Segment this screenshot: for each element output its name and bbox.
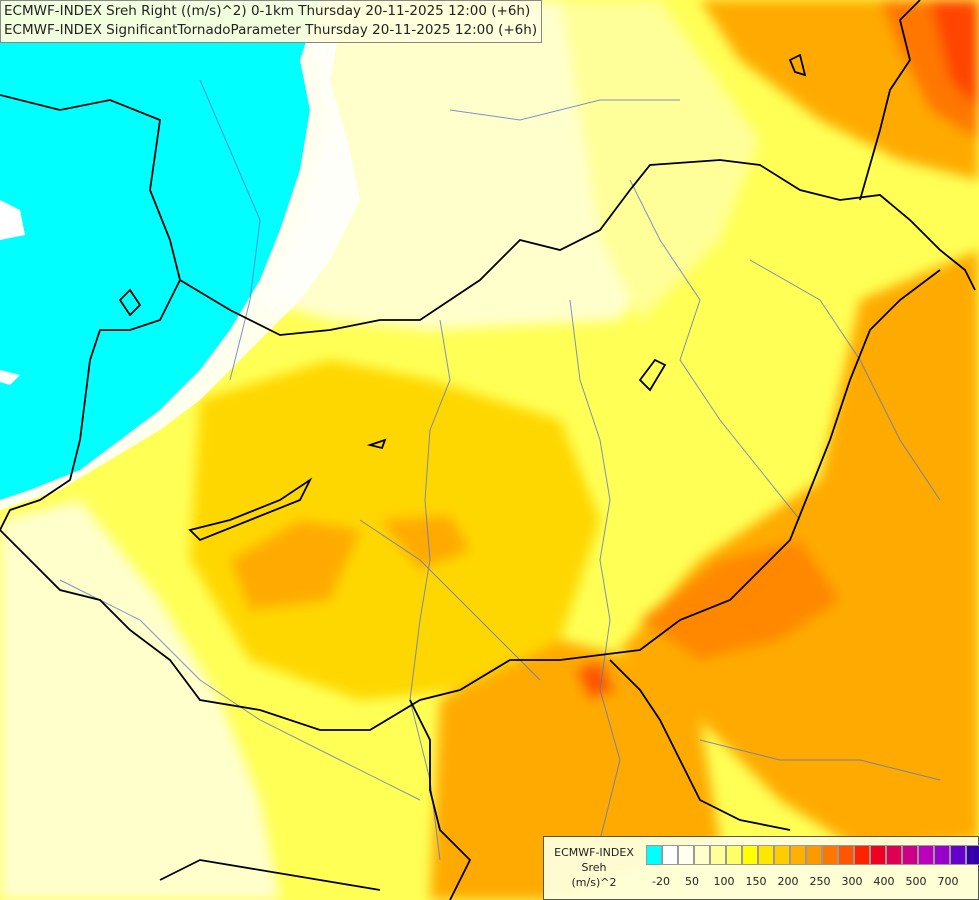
legend-swatch [758,845,774,865]
legend-swatch [822,845,838,865]
legend-swatch [790,845,806,865]
legend-swatch [902,845,918,865]
white-spot [0,200,25,240]
deep-orange-se [640,540,840,660]
legend-swatch [966,845,979,865]
legend-ticks: -20 50 100 150 200 250 300 400 500 700 [646,875,976,891]
legend-swatch [934,845,950,865]
legend-swatch [918,845,934,865]
orange-west-blob [230,520,360,610]
legend-tick-label: 500 [905,875,927,888]
legend-swatch [806,845,822,865]
cyan-region [0,0,320,500]
legend-tick-label: 400 [873,875,895,888]
legend-tick-label: 200 [777,875,799,888]
orange-central-blob [380,515,470,570]
legend-swatch [774,845,790,865]
legend-label-3: (m/s)^2 [571,876,617,889]
legend-swatch [886,845,902,865]
legend-swatch [742,845,758,865]
legend-swatch [694,845,710,865]
legend-swatch [662,845,678,865]
legend-swatch [710,845,726,865]
red-north-spot [930,0,979,110]
legend-tick-label: 50 [685,875,699,888]
title-line-1: ECMWF-INDEX Sreh Right ((m/s)^2) 0-1km T… [4,3,531,19]
rivers [59,79,941,861]
legend-label-1: ECMWF-INDEX [554,846,634,859]
legend-tick-label: 700 [937,875,959,888]
pale-region-west [0,500,280,900]
legend-tick-label: -20 [652,875,670,888]
legend-tick-label: 150 [745,875,767,888]
color-legend: ECMWF-INDEX Sreh (m/s)^2 -20 50 100 150 200 2… [543,836,979,900]
legend-swatch [950,845,966,865]
title-line-2: ECMWF-INDEX SignificantTornadoParameter … [4,22,538,38]
map-title: ECMWF-INDEX Sreh Right ((m/s)^2) 0-1km T… [0,0,543,43]
legend-tick-label: 250 [809,875,831,888]
legend-swatch [838,845,854,865]
legend-swatch [646,845,662,865]
legend-swatch [678,845,694,865]
legend-label: ECMWF-INDEX Sreh (m/s)^2 [548,845,640,890]
legend-swatch [726,845,742,865]
legend-swatch [854,845,870,865]
legend-tick-label: 300 [841,875,863,888]
legend-label-2: Sreh [581,861,607,874]
light-yellow-region [560,0,760,320]
legend-swatches [646,845,979,865]
legend-tick-label: 100 [713,875,735,888]
red-spot [575,660,615,700]
white-edge [0,0,360,510]
orange-south [430,640,720,900]
white-spot-2 [0,370,20,385]
legend-swatch [870,845,886,865]
